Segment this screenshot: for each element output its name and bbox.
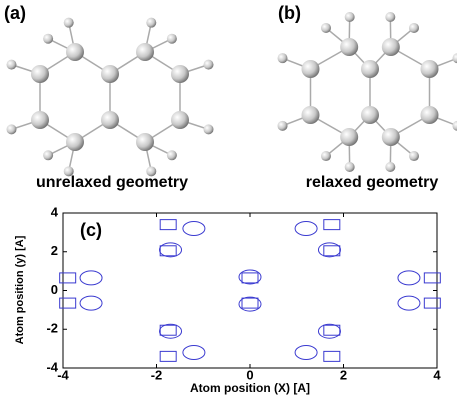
carbon-atom	[302, 106, 320, 124]
hydrogen-atom	[204, 60, 214, 70]
circle-marker	[183, 346, 205, 360]
hydrogen-atom	[452, 121, 457, 131]
molecule-unrelaxed	[6, 18, 213, 177]
hydrogen-atom	[385, 12, 395, 22]
panel-label: (a)	[4, 3, 26, 23]
x-tick-label: 4	[433, 367, 441, 382]
carbon-atom	[340, 38, 358, 56]
carbon-atom	[361, 60, 379, 78]
figure: (a) (b) unrelaxed geometry relaxed geome…	[0, 0, 457, 396]
hydrogen-atom	[6, 60, 16, 70]
carbon-atom	[136, 133, 154, 151]
hydrogen-atom	[167, 34, 177, 44]
hydrogen-atom	[321, 23, 331, 33]
hydrogen-atom	[43, 150, 53, 160]
hydrogen-atom	[278, 121, 288, 131]
y-tick-label: 0	[51, 282, 58, 297]
circle-marker	[295, 222, 317, 236]
y-tick-label: 2	[51, 243, 58, 258]
hydrogen-atom	[278, 53, 288, 63]
square-marker	[424, 298, 440, 308]
panel-label: (c)	[80, 220, 102, 240]
square-marker	[242, 273, 258, 283]
square-marker	[60, 273, 76, 283]
hydrogen-atom	[345, 162, 355, 172]
carbon-atom	[171, 65, 189, 83]
hydrogen-atom	[452, 53, 457, 63]
carbon-atom	[171, 111, 189, 129]
x-tick-label: 2	[340, 367, 347, 382]
y-tick-label: 4	[51, 204, 59, 219]
molecule-relaxed	[278, 12, 457, 172]
hydrogen-atom	[321, 151, 331, 161]
carbon-atom	[31, 111, 49, 129]
caption: relaxed geometry	[306, 174, 439, 191]
square-marker	[324, 351, 340, 361]
hydrogen-atom	[43, 34, 53, 44]
carbon-atom	[421, 106, 439, 124]
carbon-atom	[66, 43, 84, 61]
x-tick-label: -2	[151, 367, 163, 382]
plot-frame	[63, 213, 437, 368]
carbon-atom	[361, 106, 379, 124]
circle-marker	[183, 222, 205, 236]
x-axis-label: Atom position (X) [A]	[190, 381, 310, 395]
circle-marker	[80, 296, 102, 310]
square-marker	[60, 298, 76, 308]
carbon-atom	[66, 133, 84, 151]
carbon-atom	[136, 43, 154, 61]
carbon-atom	[382, 128, 400, 146]
circle-marker	[318, 324, 340, 338]
carbon-atom	[101, 111, 119, 129]
circle-marker	[295, 346, 317, 360]
hydrogen-atom	[146, 18, 156, 28]
square-marker	[242, 298, 258, 308]
hydrogen-atom	[345, 12, 355, 22]
hydrogen-atom	[385, 162, 395, 172]
hydrogen-atom	[64, 18, 74, 28]
square-marker	[160, 220, 176, 230]
hydrogen-atom	[409, 23, 419, 33]
circle-marker	[160, 324, 182, 338]
x-tick-label: -4	[57, 367, 69, 382]
x-tick-label: 0	[246, 367, 253, 382]
carbon-atom	[31, 65, 49, 83]
hydrogen-atom	[167, 150, 177, 160]
carbon-atom	[302, 60, 320, 78]
carbon-atom	[101, 65, 119, 83]
circle-marker	[160, 243, 182, 257]
y-axis-label: Atom position (y) [A]	[14, 235, 26, 344]
square-marker	[424, 273, 440, 283]
caption: unrelaxed geometry	[36, 174, 188, 191]
circle-marker	[398, 296, 420, 310]
hydrogen-atom	[6, 124, 16, 134]
circle-marker	[80, 271, 102, 285]
carbon-atom	[382, 38, 400, 56]
hydrogen-atom	[204, 124, 214, 134]
carbon-atom	[421, 60, 439, 78]
square-marker	[160, 351, 176, 361]
circle-marker	[318, 243, 340, 257]
carbon-atom	[340, 128, 358, 146]
y-tick-label: -2	[46, 321, 58, 336]
panel-label: (b)	[278, 3, 301, 23]
circle-marker	[398, 271, 420, 285]
y-tick-label: -4	[46, 359, 58, 374]
hydrogen-atom	[409, 151, 419, 161]
square-marker	[324, 220, 340, 230]
